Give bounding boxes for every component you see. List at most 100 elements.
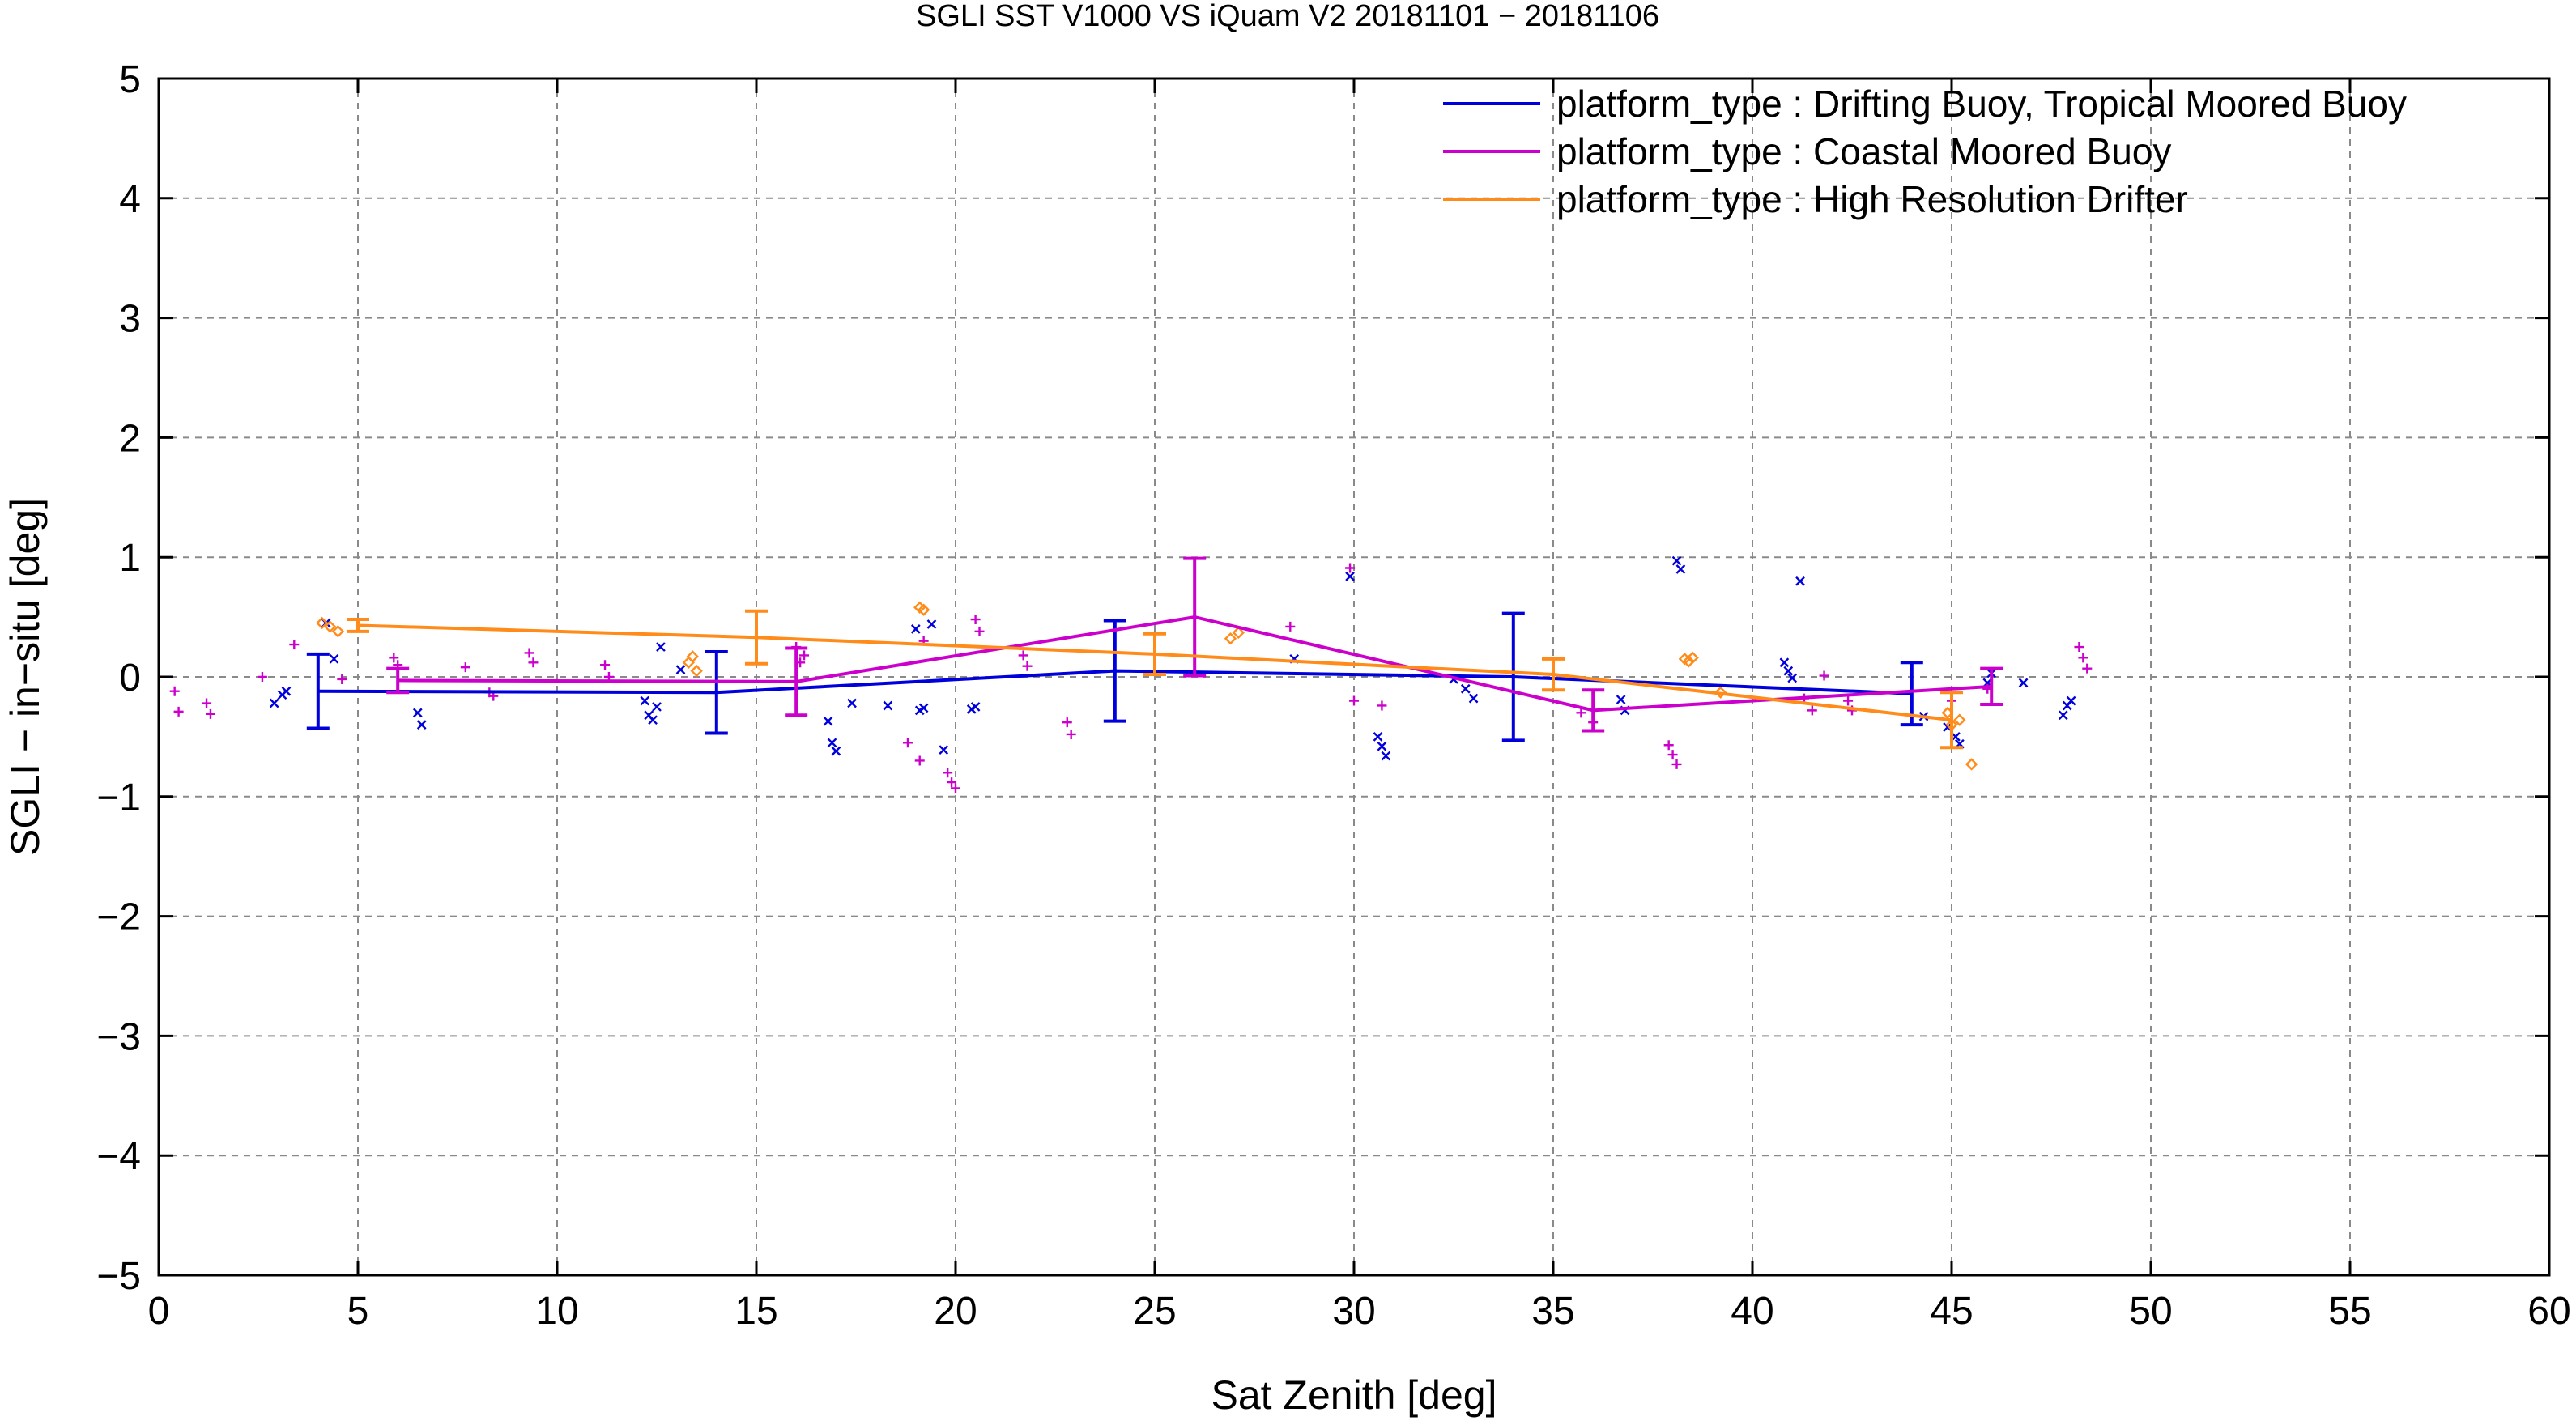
point-x-mark bbox=[648, 715, 658, 725]
y-tick-label: −3 bbox=[96, 1015, 141, 1058]
series-1-point bbox=[337, 674, 347, 684]
series-1-point bbox=[951, 783, 960, 793]
point-plus-mark bbox=[951, 783, 960, 793]
series-0-point bbox=[656, 642, 666, 652]
series-1-point bbox=[460, 662, 470, 673]
series-2-point bbox=[316, 616, 329, 630]
y-tick-label: −4 bbox=[96, 1135, 141, 1178]
point-plus-mark bbox=[202, 698, 212, 708]
series-2-error-bar bbox=[745, 609, 768, 666]
point-plus-mark bbox=[1819, 670, 1829, 681]
series-0-point bbox=[970, 702, 981, 712]
point-plus-mark bbox=[2078, 653, 2088, 663]
point-x-mark bbox=[831, 746, 841, 756]
series-1-error-bar bbox=[1582, 688, 1605, 733]
series-0-point bbox=[2018, 678, 2029, 688]
y-tick-label: 4 bbox=[119, 178, 141, 221]
series-0-point bbox=[847, 698, 857, 708]
point-x-mark bbox=[1468, 693, 1479, 704]
point-plus-mark bbox=[1671, 759, 1682, 769]
series-1-point bbox=[2082, 663, 2093, 674]
series-2-point bbox=[1953, 713, 1966, 726]
y-axis-label: SGLI − in−situ [deg] bbox=[2, 498, 48, 856]
series-0-point bbox=[1616, 695, 1626, 704]
series-0-error-bar bbox=[705, 649, 728, 735]
series-0-point bbox=[2066, 695, 2076, 706]
series-0-point bbox=[640, 695, 650, 706]
point-plus-mark bbox=[1349, 695, 1359, 706]
point-plus-mark bbox=[1843, 695, 1854, 706]
x-tick-label: 0 bbox=[148, 1290, 170, 1333]
series-1-point bbox=[1667, 750, 1678, 760]
series-1-point bbox=[1285, 621, 1296, 632]
point-plus-mark bbox=[257, 672, 267, 682]
series-1-point bbox=[1807, 705, 1817, 716]
series-0-point bbox=[1373, 732, 1383, 742]
point-x-mark bbox=[329, 653, 339, 664]
point-plus-mark bbox=[1807, 705, 1817, 716]
series-0-point bbox=[416, 720, 427, 730]
series-1-point bbox=[947, 777, 957, 788]
series-1-point bbox=[1022, 661, 1033, 671]
series-1-point bbox=[524, 648, 534, 658]
point-x-mark bbox=[847, 698, 857, 708]
point-plus-mark bbox=[1345, 563, 1356, 573]
x-tick-label: 15 bbox=[734, 1290, 777, 1333]
series-0-point bbox=[926, 619, 937, 629]
y-tick-label: −5 bbox=[96, 1255, 141, 1298]
series-1-point bbox=[257, 672, 267, 682]
y-tick-label: 0 bbox=[119, 657, 141, 700]
point-plus-mark bbox=[2074, 642, 2084, 653]
series-1-point bbox=[205, 708, 215, 719]
point-plus-mark bbox=[1066, 729, 1076, 739]
series-1-error-bar bbox=[386, 666, 410, 695]
point-x-mark bbox=[926, 619, 937, 629]
x-tick-label: 60 bbox=[2527, 1290, 2570, 1333]
point-plus-mark bbox=[337, 674, 347, 684]
point-diamond-mark bbox=[316, 616, 329, 630]
series-0-point bbox=[1671, 555, 1682, 566]
point-x-mark bbox=[652, 702, 662, 712]
point-x-mark bbox=[640, 695, 650, 706]
point-x-mark bbox=[827, 738, 837, 748]
y-tick-label: −2 bbox=[96, 896, 141, 939]
series-0-point bbox=[939, 745, 949, 755]
series-1-point bbox=[970, 615, 981, 625]
point-x-mark bbox=[1345, 571, 1355, 581]
point-x-mark bbox=[2058, 710, 2068, 721]
series-0-point bbox=[652, 702, 662, 712]
point-x-mark bbox=[1671, 555, 1682, 566]
legend-label-2: platform_type : High Resolution Drifter bbox=[1556, 178, 2188, 220]
y-tick-label: 5 bbox=[119, 58, 141, 101]
point-plus-mark bbox=[528, 657, 539, 668]
point-plus-mark bbox=[1285, 621, 1296, 632]
point-x-mark bbox=[416, 720, 427, 730]
series-1-point bbox=[389, 653, 399, 663]
point-diamond-mark bbox=[1953, 713, 1966, 726]
series-1-error-bar bbox=[1980, 666, 2003, 706]
point-x-mark bbox=[656, 642, 666, 652]
series-0-point bbox=[1345, 571, 1355, 581]
series-1-point bbox=[289, 640, 300, 650]
series-2-point bbox=[1714, 686, 1727, 699]
point-plus-mark bbox=[1377, 700, 1387, 711]
point-diamond-mark bbox=[686, 650, 699, 663]
series-0-error-bar bbox=[1501, 611, 1525, 742]
x-axis-label: Sat Zenith [deg] bbox=[1211, 1372, 1497, 1418]
series-0-point bbox=[1795, 576, 1805, 586]
series-0-point bbox=[648, 715, 658, 725]
series-2-point bbox=[331, 625, 345, 638]
point-x-mark bbox=[269, 698, 279, 708]
series-0-point bbox=[883, 700, 893, 711]
grid bbox=[159, 79, 2549, 1275]
point-x-mark bbox=[883, 700, 893, 711]
series-1-point bbox=[600, 660, 611, 670]
series-1-point bbox=[1345, 563, 1356, 573]
series-2-point bbox=[1682, 655, 1695, 668]
point-plus-mark bbox=[943, 768, 953, 778]
x-tick-label: 20 bbox=[934, 1290, 977, 1333]
x-tick-label: 45 bbox=[1930, 1290, 1973, 1333]
series-0-point bbox=[1787, 673, 1798, 683]
